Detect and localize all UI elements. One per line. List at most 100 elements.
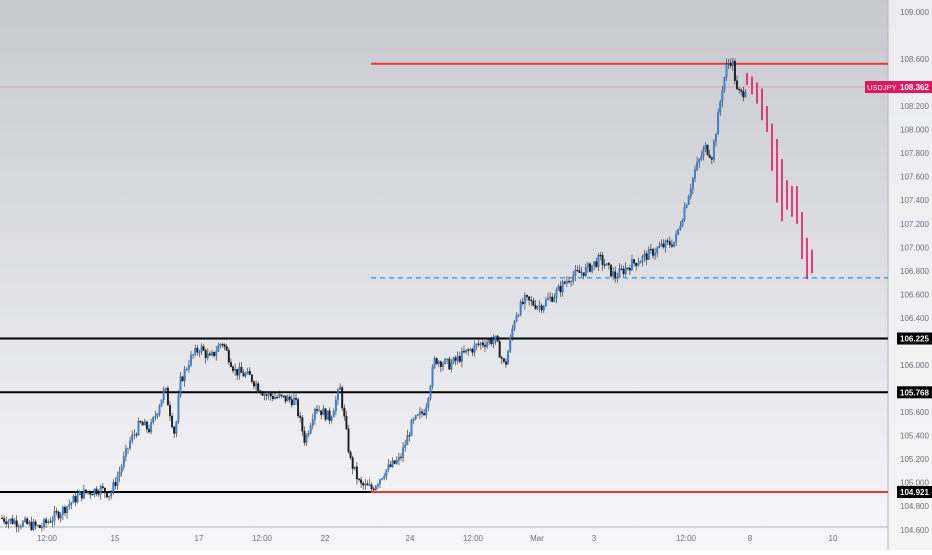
x-tick-label: 12:00 [676, 534, 697, 543]
candle-body [43, 519, 45, 528]
candle-body [318, 410, 321, 412]
candle-body [45, 519, 48, 523]
candle-body [246, 370, 249, 374]
y-tick-label: 108.200 [900, 102, 929, 111]
candle-body [433, 358, 436, 368]
candle-body [192, 354, 195, 356]
candle-body [95, 488, 98, 494]
candle-body [47, 521, 50, 523]
candle-body [559, 286, 562, 293]
candle-body [372, 488, 375, 491]
candle-body [542, 305, 545, 311]
candle-body [326, 410, 329, 420]
candle-body [101, 486, 104, 489]
candle-body [30, 521, 33, 531]
candle-body [402, 447, 405, 458]
candle-body [160, 399, 163, 407]
candle-body [427, 398, 430, 408]
candle-body [139, 421, 142, 423]
candle-body [683, 207, 686, 221]
candle-body [274, 397, 276, 400]
candle-body [259, 390, 262, 393]
candle-body [290, 399, 293, 406]
candle-body [379, 479, 381, 485]
candle-body [238, 367, 241, 376]
candle-body [572, 275, 575, 282]
candle-body [555, 290, 558, 298]
candle-body [603, 264, 606, 266]
candle-body [337, 389, 339, 401]
candle-body [213, 351, 216, 356]
candle-body [702, 148, 705, 157]
candle-body [376, 483, 379, 487]
candle-body [496, 335, 499, 342]
candle-body [710, 157, 713, 160]
candle-body [40, 526, 43, 529]
candle-body [456, 356, 459, 361]
candle-body [488, 339, 491, 343]
candle-body [628, 267, 631, 271]
candle-body [135, 434, 138, 436]
y-tick-label: 107.000 [900, 243, 929, 252]
candle-body [597, 255, 600, 267]
candle-body [412, 418, 415, 421]
candle-body [706, 144, 709, 155]
candle-body [187, 365, 190, 370]
axis-price-tag: 106.225 [900, 335, 929, 344]
candle-body [404, 444, 407, 448]
candle-body [383, 476, 386, 479]
candle-body [410, 420, 413, 436]
candle-body [152, 417, 155, 423]
candle-body [322, 408, 325, 416]
candle-body [364, 483, 367, 486]
candle-body [32, 521, 35, 531]
candle-body [49, 521, 52, 523]
candle-body [532, 300, 535, 306]
candle-body [500, 357, 503, 359]
candle-body [397, 456, 400, 461]
candle-body [712, 141, 715, 160]
candle-body [173, 426, 176, 434]
candle-body [576, 269, 579, 271]
candle-body [196, 347, 199, 353]
candle-body [68, 504, 71, 507]
candle-body [446, 358, 449, 360]
y-tick-label: 106.400 [900, 314, 929, 323]
candle-body [15, 520, 18, 527]
y-tick-label: 107.400 [900, 196, 929, 205]
candle-body [387, 464, 390, 470]
candle-body [76, 494, 79, 503]
y-tick-label: 106.000 [900, 361, 929, 370]
axis-price-tag: 104.921 [900, 488, 929, 497]
candle-body [93, 488, 96, 495]
candle-body [269, 393, 272, 397]
candle-body [303, 431, 306, 443]
candle-body [381, 478, 384, 480]
candle-body [437, 361, 440, 364]
candle-body [637, 262, 640, 266]
candle-body [719, 101, 722, 113]
x-tick-label: 3 [592, 534, 597, 543]
candle-body [418, 411, 421, 415]
candle-body [124, 448, 127, 457]
candle-body [202, 346, 205, 351]
candle-body [511, 328, 514, 338]
candle-body [442, 363, 444, 367]
candle-body [141, 422, 144, 426]
candle-body [731, 60, 734, 66]
candle-body [639, 261, 642, 264]
candle-body [305, 435, 308, 443]
candle-body [129, 440, 132, 449]
candle-body [395, 460, 398, 464]
candle-body [89, 492, 92, 495]
candle-body [626, 267, 629, 269]
candle-body [351, 457, 354, 469]
candle-body [114, 482, 117, 486]
candle-body [574, 269, 577, 276]
candle-body [164, 387, 167, 390]
candle-body [725, 64, 728, 78]
candle-body [122, 456, 125, 467]
candle-body [631, 259, 633, 271]
candle-body [219, 344, 222, 346]
x-tick-label: 15 [111, 534, 120, 543]
